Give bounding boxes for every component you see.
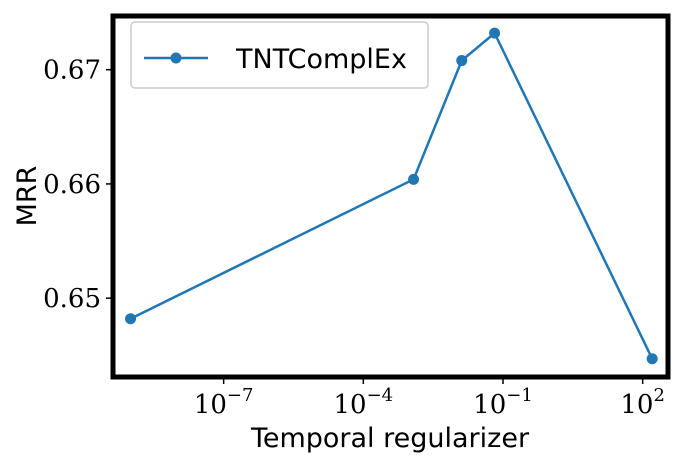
axes-frame (110, 13, 671, 380)
x-tick-label: 102 (620, 385, 665, 420)
point (489, 27, 501, 39)
legend-box (130, 21, 429, 89)
legend-marker (170, 52, 182, 64)
y-axis-label: MRR (12, 166, 43, 227)
x-tick-label: 10−4 (334, 385, 394, 420)
x-axis-label: Temporal regularizer (250, 423, 530, 454)
x-tick-label: 10−7 (194, 385, 254, 420)
legend: TNTComplEx (130, 21, 429, 89)
y-tick-label: 0.67 (43, 56, 101, 86)
y-tick-label: 0.65 (43, 284, 101, 314)
point (125, 313, 137, 325)
point (646, 353, 658, 365)
x-tick-label: 10−1 (473, 385, 533, 420)
y-tick-label: 0.66 (43, 170, 101, 200)
point (456, 55, 468, 67)
point (408, 173, 420, 185)
legend-label: TNTComplEx (235, 44, 407, 75)
